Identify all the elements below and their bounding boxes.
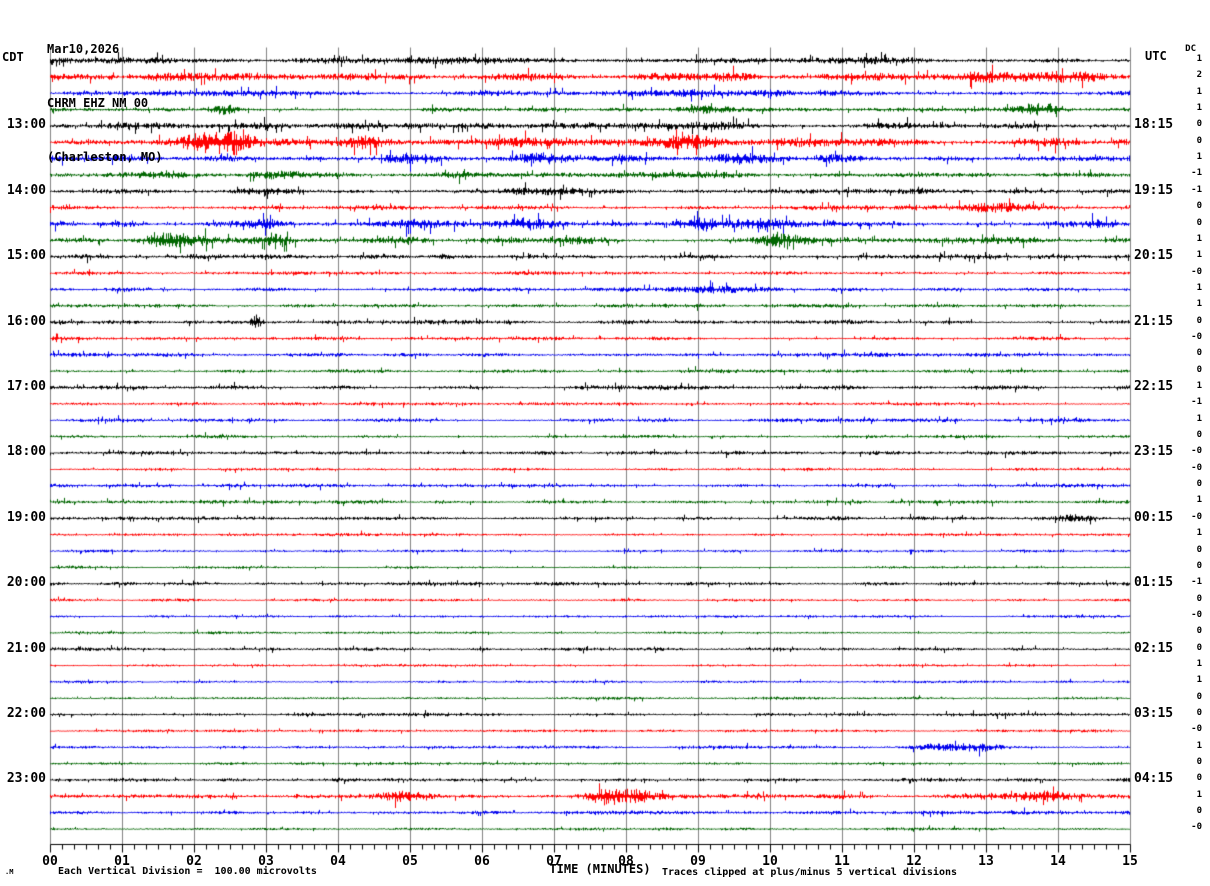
right-time-label: 00:15 (1134, 509, 1174, 525)
x-tick-label: 01 (114, 854, 130, 869)
left-time-label: 15:00 (6, 248, 46, 264)
dc-value: -0 (1191, 609, 1202, 620)
dc-value: 0 (1196, 201, 1202, 212)
dc-value: -1 (1191, 397, 1202, 408)
left-time-label: 13:00 (6, 117, 46, 133)
dc-value: 1 (1196, 740, 1202, 751)
right-time-label: 03:15 (1134, 706, 1174, 721)
dc-value: -0 (1191, 331, 1202, 342)
dc-value: 2 (1196, 70, 1202, 81)
dc-column-header: DC (1185, 44, 1196, 54)
left-time-label: 20:00 (6, 575, 46, 591)
dc-value: -0 (1191, 266, 1202, 277)
right-time-label: 21:15 (1134, 313, 1174, 329)
left-time-label: 22:00 (6, 706, 46, 721)
x-tick-label: 07 (546, 854, 562, 869)
right-time-label: 19:15 (1134, 182, 1174, 198)
header-station: CHRM EHZ NM 00 (47, 96, 149, 110)
dc-value: 1 (1196, 675, 1202, 686)
scale-footnote: Each Vertical Division = 100.00 microvol… (58, 866, 317, 877)
right-time-label: 22:15 (1134, 379, 1174, 394)
dc-value: 1 (1196, 658, 1202, 669)
clipping-footnote: Traces clipped at plus/minus 5 vertical … (662, 867, 958, 878)
x-tick-label: 14 (1050, 854, 1066, 869)
x-tick-label: 05 (402, 854, 418, 869)
x-tick-label: 09 (690, 854, 706, 869)
dc-value: 0 (1196, 593, 1202, 604)
right-time-label: 18:15 (1134, 117, 1174, 133)
x-tick-label: 00 (42, 854, 58, 869)
dc-value: -1 (1191, 168, 1202, 179)
dc-value: -1 (1191, 577, 1202, 588)
dc-value: 0 (1196, 135, 1202, 146)
plot-header: Mar10,2026 CHRM EHZ NM 00 (Charleston, M… (47, 3, 163, 203)
dc-value: 1 (1196, 233, 1202, 244)
dc-value: 0 (1196, 773, 1202, 784)
dc-value: 1 (1196, 152, 1202, 163)
left-timezone-label: CDT (2, 50, 24, 64)
x-tick-label: 15 (1122, 854, 1138, 869)
left-time-label: 19:00 (6, 509, 46, 525)
left-time-label: 17:00 (6, 379, 46, 394)
right-time-label: 20:15 (1134, 248, 1174, 264)
dc-value: 1 (1196, 299, 1202, 310)
header-location: (Charleston, MO) (47, 150, 163, 164)
dc-value: 0 (1196, 364, 1202, 375)
dc-value: 1 (1196, 250, 1202, 261)
dc-value: 0 (1196, 560, 1202, 571)
dc-value: -1 (1191, 184, 1202, 195)
x-axis-title: TIME (MINUTES) (549, 862, 651, 876)
dc-value: -0 (1191, 511, 1202, 522)
left-time-label: 23:00 (6, 771, 46, 787)
corner-mark: .M (5, 868, 14, 876)
dc-value: 1 (1196, 282, 1202, 293)
dc-value: -0 (1191, 822, 1202, 833)
x-tick-label: 08 (618, 854, 634, 869)
dc-value: 0 (1196, 217, 1202, 228)
dc-value: 1 (1196, 103, 1202, 114)
dc-value: 1 (1196, 528, 1202, 539)
x-tick-label: 04 (330, 854, 346, 869)
right-time-label: 01:15 (1134, 575, 1174, 591)
dc-value: 0 (1196, 691, 1202, 702)
left-time-label: 18:00 (6, 444, 46, 460)
dc-value: -0 (1191, 446, 1202, 457)
dc-value: 1 (1196, 789, 1202, 800)
dc-value: 0 (1196, 430, 1202, 441)
x-tick-label: 11 (834, 854, 850, 869)
dc-value: 1 (1196, 495, 1202, 506)
dc-value: 0 (1196, 315, 1202, 326)
right-time-label: 23:15 (1134, 444, 1174, 460)
dc-value: 0 (1196, 119, 1202, 130)
dc-value: 0 (1196, 757, 1202, 768)
left-time-label: 14:00 (6, 182, 46, 198)
dc-value: 1 (1196, 54, 1202, 64)
dc-value: 0 (1196, 348, 1202, 359)
dc-value: 0 (1196, 544, 1202, 555)
x-tick-label: 10 (762, 854, 778, 869)
dc-value: 1 (1196, 413, 1202, 424)
x-tick-label: 13 (978, 854, 994, 869)
dc-value: 0 (1196, 479, 1202, 490)
dc-value: 0 (1196, 708, 1202, 718)
left-time-label: 21:00 (6, 640, 46, 656)
x-tick-label: 03 (258, 854, 274, 869)
dc-value: 1 (1196, 86, 1202, 97)
right-time-label: 04:15 (1134, 771, 1174, 787)
x-tick-label: 06 (474, 854, 490, 869)
right-timezone-label: UTC (1145, 49, 1167, 63)
left-time-label: 16:00 (6, 313, 46, 329)
dc-value: 1 (1196, 381, 1202, 391)
x-tick-label: 02 (186, 854, 202, 869)
dc-value: 0 (1196, 626, 1202, 637)
dc-value: 0 (1196, 806, 1202, 817)
right-time-label: 02:15 (1134, 640, 1174, 656)
dc-value: -0 (1191, 724, 1202, 735)
dc-value: -0 (1191, 462, 1202, 473)
header-date: Mar10,2026 (47, 42, 120, 56)
x-tick-label: 12 (906, 854, 922, 869)
dc-value: 0 (1196, 642, 1202, 653)
